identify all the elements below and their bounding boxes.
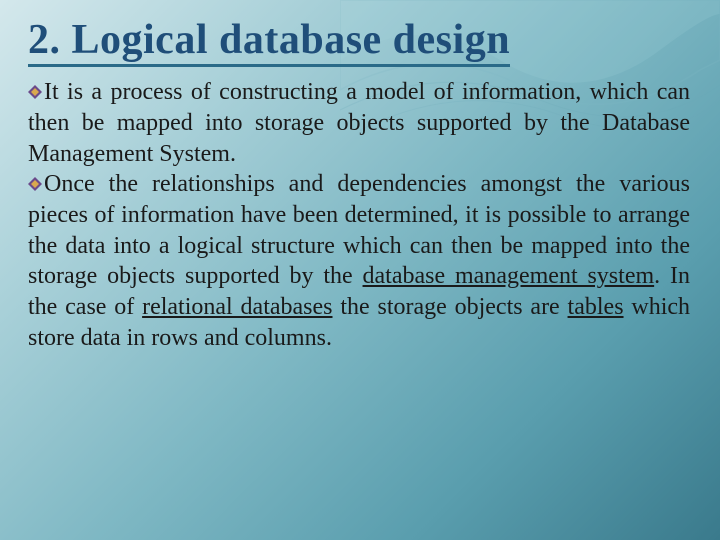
bullet-diamond-icon (28, 77, 42, 91)
body-link[interactable]: relational databases (142, 294, 332, 320)
body-text-run: the storage objects are (333, 294, 568, 320)
body-text-run: It is a process of constructing a model … (28, 79, 690, 166)
slide-body: It is a process of constructing a model … (28, 77, 690, 353)
slide-container: 2. Logical database design It is a proce… (0, 0, 720, 540)
title-container: 2. Logical database design (28, 18, 690, 67)
body-paragraph: Once the relationships and dependencies … (28, 169, 690, 353)
body-link[interactable]: tables (568, 294, 624, 320)
body-paragraph: It is a process of constructing a model … (28, 77, 690, 169)
body-link[interactable]: database management system (363, 263, 655, 289)
slide-title: 2. Logical database design (28, 18, 510, 67)
bullet-diamond-icon (28, 169, 42, 183)
